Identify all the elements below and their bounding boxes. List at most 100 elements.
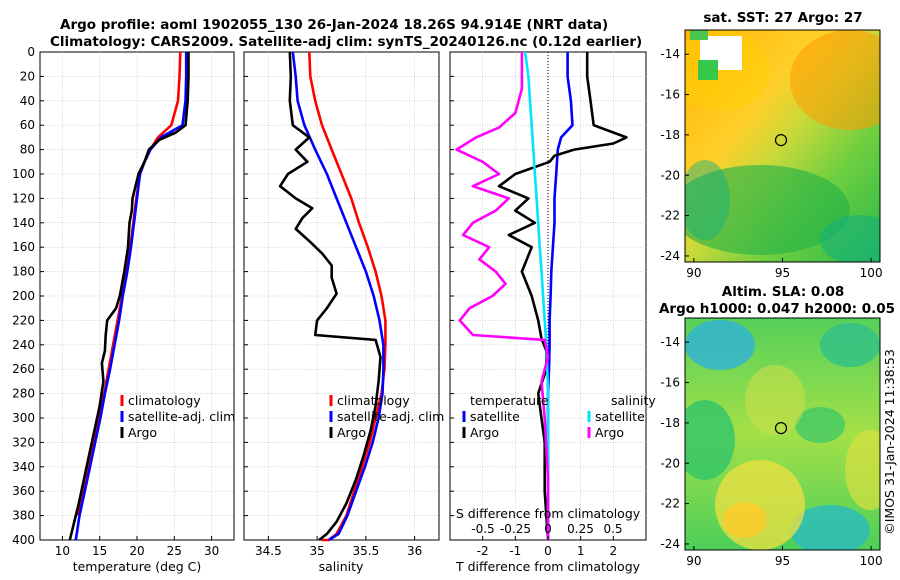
map-x-tick-label: 100: [860, 554, 883, 568]
x-tick-label: -2: [477, 544, 489, 558]
sst-map-ticks: 90 95 100 -14 -16 -18 -20 -22 -24: [660, 47, 882, 280]
map-x-tick-label: 90: [686, 554, 701, 568]
difference-top-xlabel: S difference from climatology: [456, 506, 641, 521]
series-line-salinity-satellite: [523, 51, 550, 540]
x-tick-label: 35.5: [353, 544, 380, 558]
figure-title-line1: Argo profile: aoml 1902055_130 26-Jan-20…: [60, 17, 608, 33]
sst-cool-patch: [820, 215, 880, 262]
y-tick-label: 120: [12, 191, 35, 205]
temperature-panel: 0 20 40 60 80 100 120 140 160 180 200 220 240 260 280 3…: [12, 45, 235, 574]
y-tick-label: 180: [12, 265, 35, 279]
sla-map-title-line2: Argo h1000: 0.047 h2000: 0.05: [659, 301, 895, 317]
legend-label: climatology: [337, 393, 410, 408]
x-tick-label: 0: [544, 544, 552, 558]
sla-low-patch: [820, 323, 880, 367]
difference-top-ticks: -0.5 -0.25 0 0.25 0.5: [471, 522, 622, 536]
x-tick-label: 15: [92, 544, 107, 558]
sst-warm-patch: [790, 30, 880, 130]
difference-legend: temperature salinitysatelliteArgosatellit…: [462, 393, 656, 440]
x-tick-label: 34.5: [255, 544, 282, 558]
series-line-satellite-adj-clim: [74, 52, 188, 541]
legend-title-temperature: temperature: [470, 393, 549, 408]
salinity-grid: [244, 52, 439, 540]
map-y-tick-label: -16: [660, 88, 680, 102]
difference-series: [455, 51, 628, 541]
y-tick-label: 320: [12, 435, 35, 449]
legend-label: satellite: [595, 409, 645, 424]
y-tick-label: 280: [12, 387, 35, 401]
temperature-ticks: 0 20 40 60 80 100 120 140 160 180 200 220 240 260 280 3…: [12, 45, 219, 558]
legend-label: Argo: [128, 425, 157, 440]
x-tick-label: 36: [407, 544, 422, 558]
y-tick-label: 200: [12, 289, 35, 303]
y-tick-label: 100: [12, 167, 35, 181]
map-y-tick-label: -22: [660, 497, 680, 511]
series-line-argo: [278, 51, 382, 542]
map-y-tick-label: -22: [660, 209, 680, 223]
temperature-xlabel: temperature (deg C): [73, 559, 202, 574]
sla-high-patch: [723, 502, 767, 538]
legend-label: satellite: [470, 409, 520, 424]
sst-cool-patch: [685, 165, 850, 255]
legend-label: satellite-adj. clim: [128, 409, 235, 424]
series-line-salinity-argo: [455, 52, 550, 540]
sst-argo-position-marker: [774, 134, 788, 147]
legend-title-salinity: salinity: [611, 393, 656, 408]
legend-label: Argo: [470, 425, 499, 440]
map-x-tick-label: 95: [775, 266, 790, 280]
salinity-xlabel: salinity: [319, 559, 364, 574]
x-tick-label: 1: [577, 544, 585, 558]
x-tick-label: 35: [309, 544, 324, 558]
sla-map-ticks: 90 95 100 -14 -16 -18 -20 -22 -24: [660, 335, 882, 568]
difference-panel: -2 -1 0 1 2 S difference from climatology -0…: [449, 51, 656, 574]
salinity-series: [278, 51, 387, 542]
difference-ticks: -2 -1 0 1 2: [450, 51, 618, 558]
y-tick-label: 220: [12, 313, 35, 327]
temperature-series: [68, 51, 190, 541]
map-x-tick-label: 90: [686, 266, 701, 280]
x-tick-label: -1: [509, 544, 521, 558]
temperature-axes-frame: [39, 51, 235, 541]
salinity-panel: 34.5 35 35.5 36 salinity climatologysatelli…: [243, 51, 444, 574]
sla-low-patch: [795, 407, 845, 443]
figure-title-line2: Climatology: CARS2009. Satellite-adj cli…: [50, 34, 642, 50]
y-tick-label: 40: [20, 94, 35, 108]
map-y-tick-label: -18: [660, 128, 680, 142]
sla-map-title-line1: Altim. SLA: 0.08: [722, 284, 844, 300]
sst-cloud-edge: [690, 30, 708, 40]
map-y-tick-label: -18: [660, 416, 680, 430]
x-tick-label: 2: [610, 544, 618, 558]
y-tick-label: 160: [12, 240, 35, 254]
sst-cloud-edge: [698, 60, 718, 80]
map-y-tick-label: -20: [660, 456, 680, 470]
top-x-tick-label: 0.25: [567, 522, 594, 536]
y-tick-label: 360: [12, 484, 35, 498]
legend-label: Argo: [595, 425, 624, 440]
legend-label: satellite-adj. clim: [337, 409, 444, 424]
map-y-tick-label: -24: [660, 537, 680, 551]
y-tick-label: 400: [12, 533, 35, 547]
y-tick-label: 20: [20, 69, 35, 83]
sla-high-patch: [845, 430, 880, 510]
sst-cool-patch: [685, 160, 730, 240]
legend-label: Argo: [337, 425, 366, 440]
top-x-tick-label: -0.25: [500, 522, 531, 536]
salinity-ticks: 34.5 35 35.5 36: [244, 51, 422, 558]
top-x-tick-label: -0.5: [471, 522, 494, 536]
y-tick-label: 240: [12, 338, 35, 352]
map-y-tick-label: -24: [660, 249, 680, 263]
top-x-tick-label: 0.5: [603, 522, 622, 536]
map-x-tick-label: 100: [860, 266, 883, 280]
x-tick-label: 30: [204, 544, 219, 558]
sla-low-patch: [790, 505, 870, 550]
x-tick-label: 25: [167, 544, 182, 558]
copyright-stamp: ©IMOS 31-Jan-2024 11:38:53: [882, 349, 897, 535]
map-y-tick-label: -16: [660, 376, 680, 390]
y-tick-label: 340: [12, 460, 35, 474]
sst-map-panel: sat. SST: 27 Argo: 27 90 95 100 -14 -16 -18 -2…: [660, 10, 882, 280]
top-x-tick-label: 0: [544, 522, 552, 536]
sla-argo-position-marker: [774, 422, 788, 435]
map-y-tick-label: -20: [660, 168, 680, 182]
